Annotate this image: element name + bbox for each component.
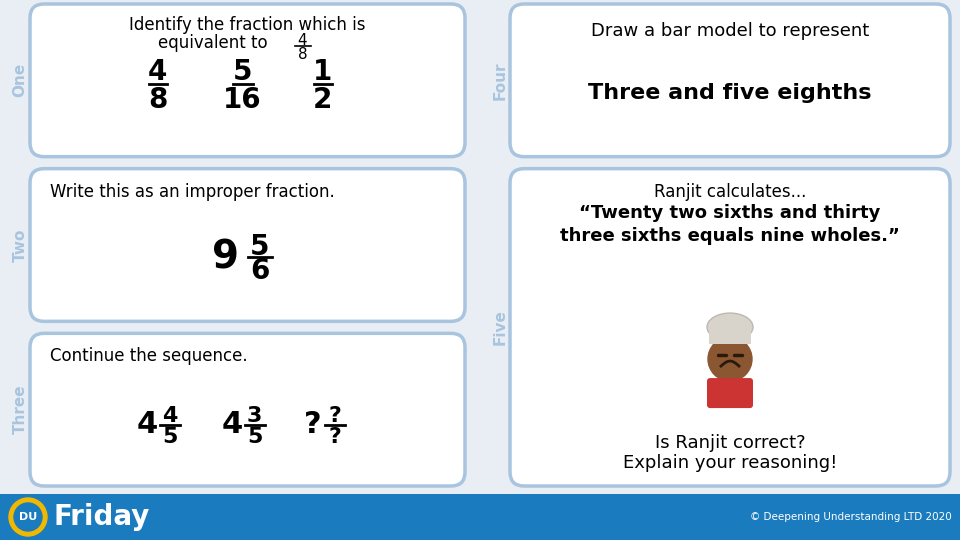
Text: Two: Two: [12, 228, 28, 262]
FancyBboxPatch shape: [30, 168, 465, 321]
Text: 5: 5: [232, 58, 252, 86]
Text: 8: 8: [148, 86, 167, 114]
FancyBboxPatch shape: [30, 4, 465, 157]
FancyBboxPatch shape: [510, 4, 950, 157]
Text: 5: 5: [250, 233, 269, 261]
Text: 5: 5: [247, 427, 262, 447]
Text: 1: 1: [313, 58, 332, 86]
Text: Continue the sequence.: Continue the sequence.: [50, 347, 248, 366]
Text: 8: 8: [298, 47, 307, 62]
Text: 4: 4: [162, 406, 178, 426]
Text: ?: ?: [328, 427, 341, 447]
Ellipse shape: [707, 313, 753, 341]
Text: Ranjit calculates...: Ranjit calculates...: [654, 183, 806, 201]
Text: Three and five eighths: Three and five eighths: [588, 83, 872, 103]
Text: Is Ranjit correct?: Is Ranjit correct?: [655, 434, 805, 452]
FancyBboxPatch shape: [30, 333, 465, 486]
Text: ?: ?: [328, 406, 341, 426]
Ellipse shape: [709, 325, 751, 341]
Text: Friday: Friday: [54, 503, 151, 531]
Text: Three: Three: [12, 385, 28, 435]
Text: 2: 2: [313, 86, 332, 114]
Text: ?: ?: [303, 410, 322, 440]
Text: Draw a bar model to represent: Draw a bar model to represent: [590, 22, 869, 40]
Bar: [709, 334, 751, 344]
Text: 6: 6: [250, 257, 269, 285]
Text: 4: 4: [148, 58, 167, 86]
Text: Identify the fraction which is: Identify the fraction which is: [130, 16, 366, 34]
Text: One: One: [12, 63, 28, 97]
Text: 4: 4: [222, 410, 243, 440]
Text: © Deepening Understanding LTD 2020: © Deepening Understanding LTD 2020: [751, 512, 952, 522]
Text: 4: 4: [137, 410, 158, 440]
Circle shape: [9, 498, 47, 536]
FancyBboxPatch shape: [510, 168, 950, 486]
Text: Write this as an improper fraction.: Write this as an improper fraction.: [50, 183, 335, 201]
Text: 5: 5: [162, 427, 178, 447]
Text: equivalent to: equivalent to: [157, 34, 267, 52]
Text: DU: DU: [19, 512, 37, 522]
Text: 9: 9: [212, 238, 239, 276]
Circle shape: [14, 503, 42, 531]
Bar: [0, 494, 960, 540]
FancyBboxPatch shape: [707, 378, 753, 408]
Text: Explain your reasoning!: Explain your reasoning!: [623, 454, 837, 472]
Text: “Twenty two sixths and thirty: “Twenty two sixths and thirty: [579, 204, 880, 221]
Text: Four: Four: [492, 61, 508, 99]
Text: three sixths equals nine wholes.”: three sixths equals nine wholes.”: [560, 227, 900, 245]
Circle shape: [708, 337, 752, 381]
Text: Five: Five: [492, 309, 508, 345]
Text: 4: 4: [298, 33, 307, 48]
Text: 16: 16: [223, 86, 262, 114]
Text: 3: 3: [247, 406, 262, 426]
